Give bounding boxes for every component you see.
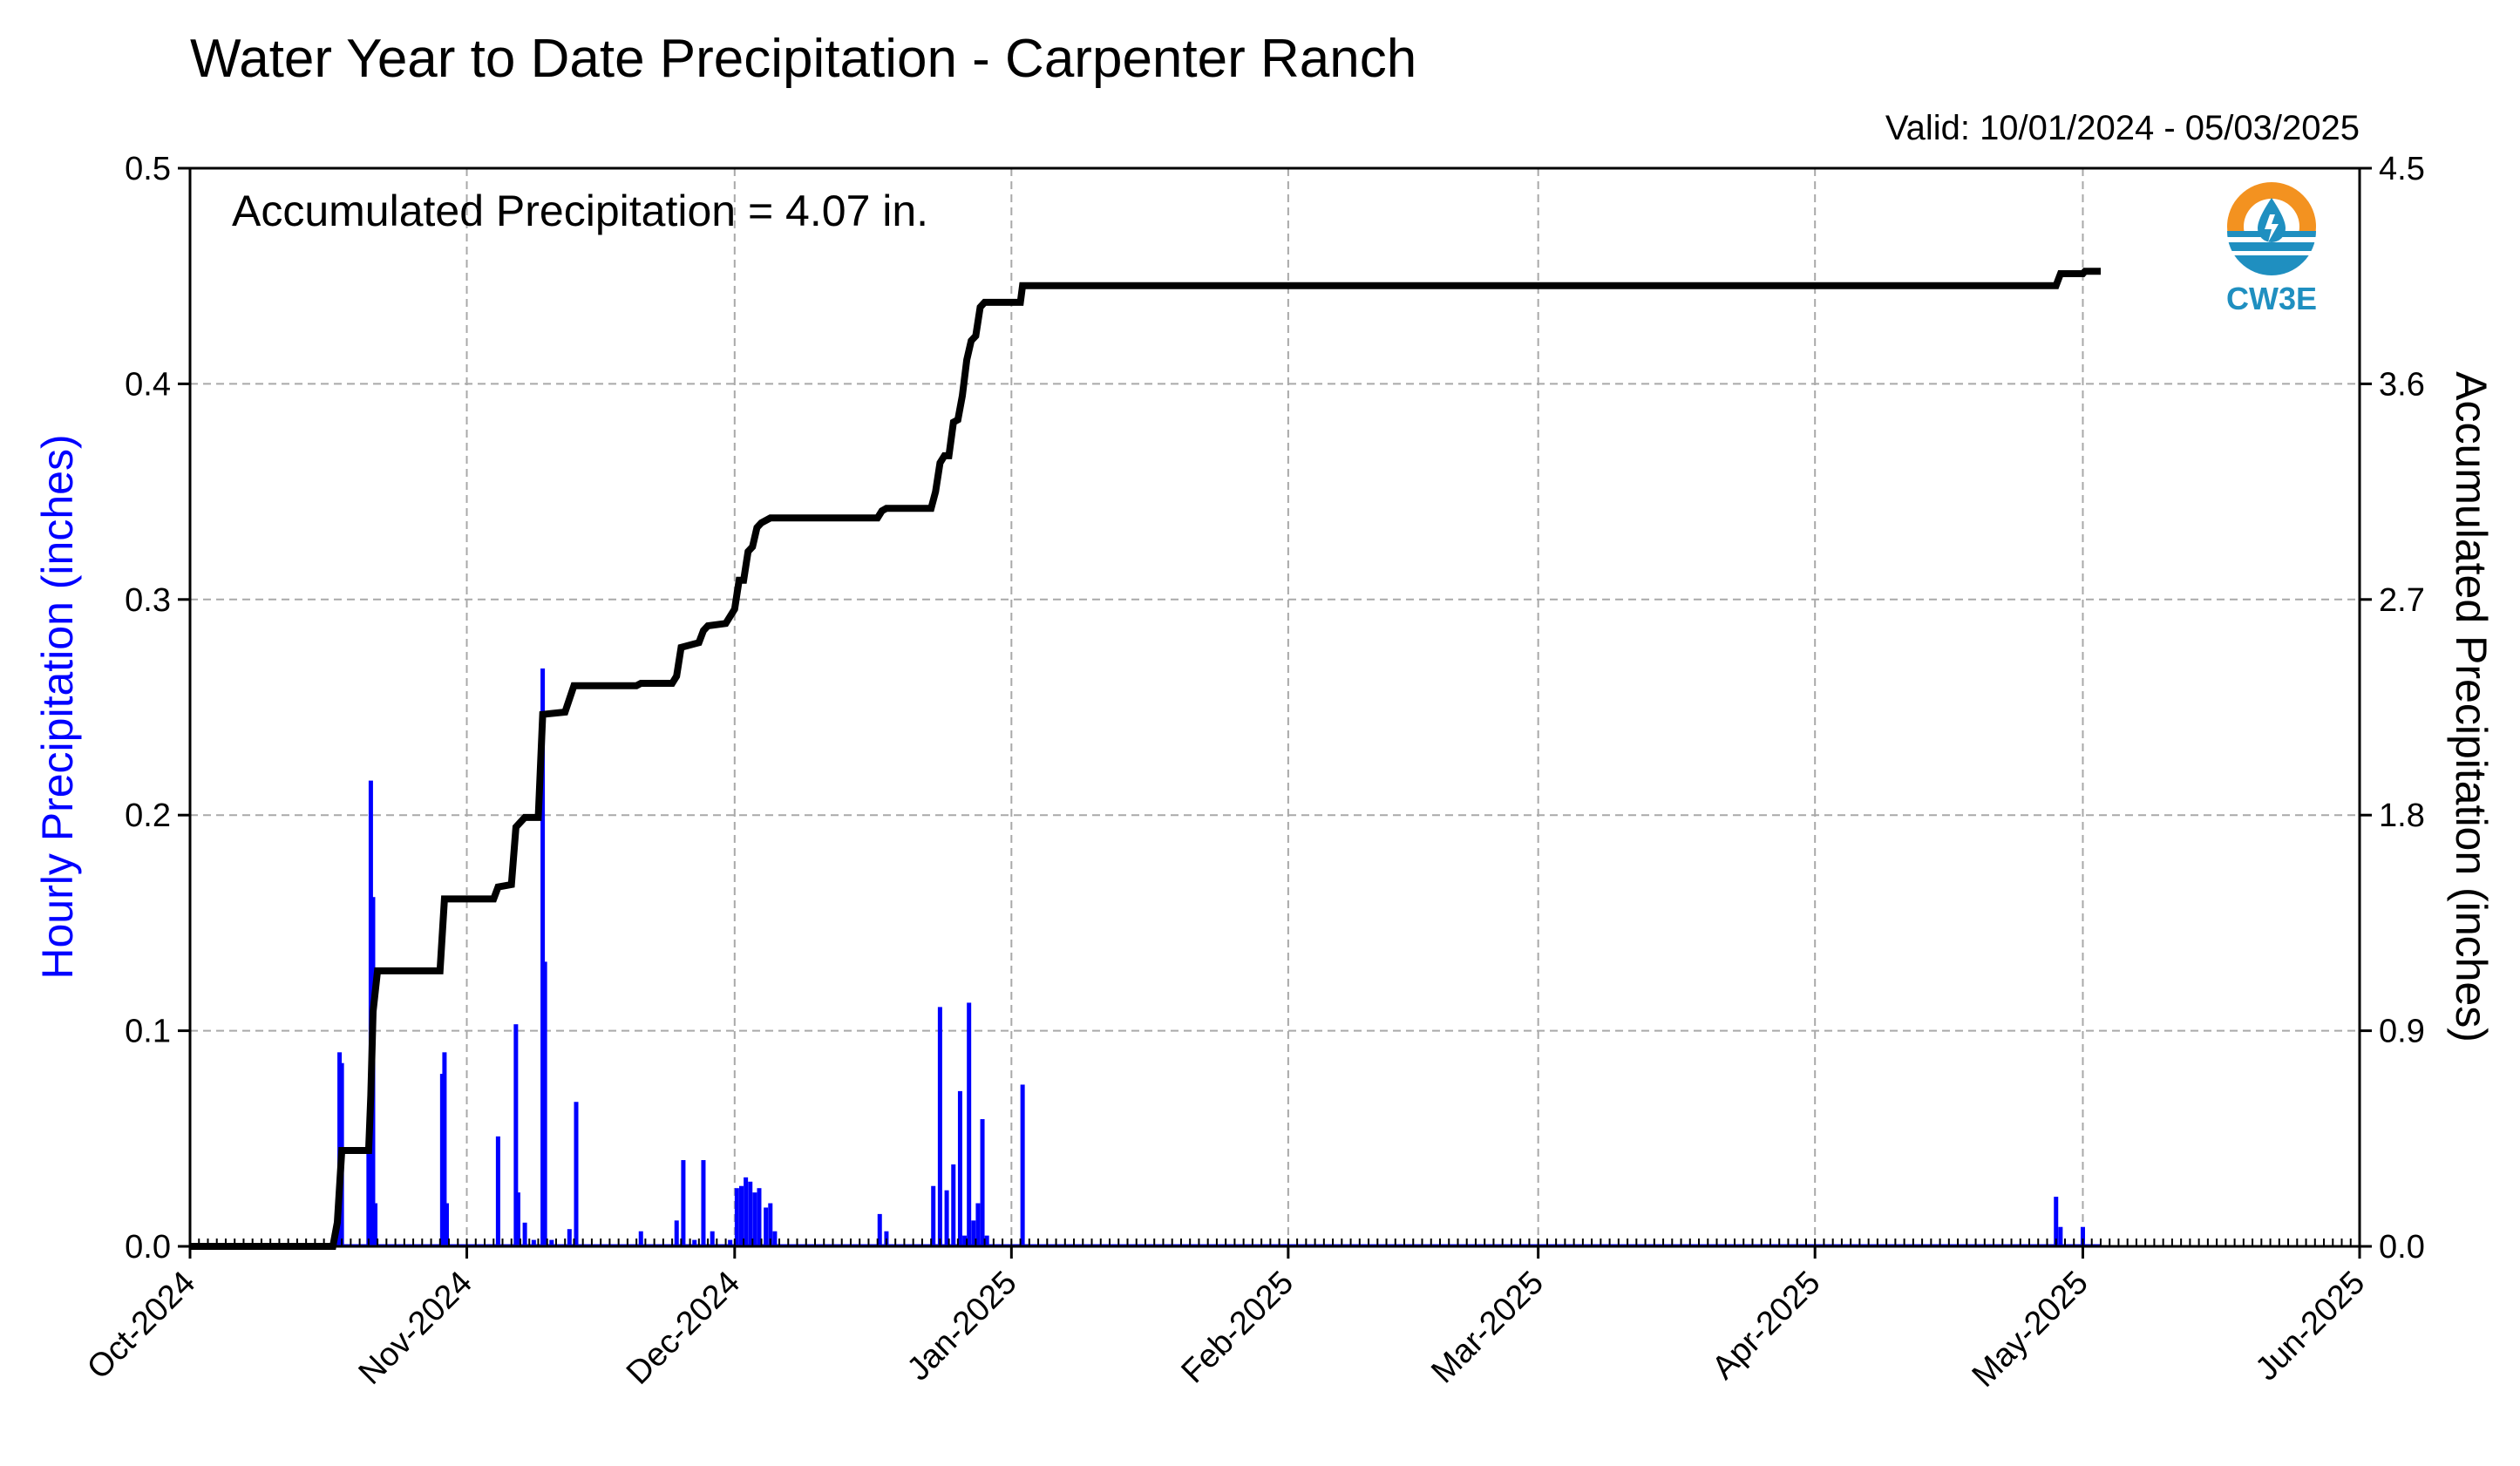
hourly-bar (971, 1220, 976, 1246)
hourly-bar (877, 1213, 882, 1246)
x-tick-label: Dec-2024 (620, 1265, 747, 1392)
accumulated-precipitation-line (190, 268, 2101, 1250)
x-tick-label: Oct-2024 (80, 1265, 202, 1387)
right-y-tick-label: 3.6 (2379, 366, 2425, 403)
hourly-bar (734, 1188, 739, 1246)
hourly-bar (692, 1239, 697, 1246)
left-y-tick-label: 0.4 (125, 366, 171, 403)
hourly-bar (542, 961, 547, 1246)
right-y-tick-label: 0.9 (2379, 1014, 2425, 1050)
hourly-bar (944, 1190, 949, 1246)
hourly-bar (738, 1185, 744, 1246)
hourly-bar (540, 668, 546, 1246)
hourly-bar (638, 1231, 643, 1246)
x-tick-label: Apr-2025 (1705, 1265, 1827, 1387)
left-y-tick-label: 0.2 (125, 797, 171, 834)
right-y-tick-label: 0.0 (2379, 1229, 2425, 1266)
hourly-bar (764, 1207, 769, 1246)
hourly-bar (513, 1024, 519, 1246)
right-y-tick-label: 4.5 (2379, 151, 2425, 187)
plot-frame (188, 166, 2361, 1248)
right-y-tick-label: 1.8 (2379, 797, 2425, 834)
hourly-bar (962, 1235, 968, 1246)
hourly-bar (522, 1222, 527, 1246)
left-y-tick-label: 0.3 (125, 582, 171, 619)
hourly-bar (757, 1188, 762, 1246)
hourly-bar (2058, 1226, 2063, 1246)
x-tick-label: Jan-2025 (900, 1265, 1024, 1388)
hourly-bar (674, 1220, 679, 1246)
hourly-bar (444, 1203, 449, 1246)
axis-ticks: 0.0 0.1 0.2 0.3 0.4 0.5 0.0 0.9 1.8 2.7 3.6 4.5 Oct-… (80, 151, 2425, 1395)
hourly-bar (752, 1192, 757, 1246)
right-axis-label: Accumulated Precipitation (inches) (2447, 371, 2496, 1042)
x-tick-label: Feb-2025 (1175, 1265, 1301, 1391)
hourly-bar (710, 1231, 715, 1246)
hourly-bar (951, 1164, 956, 1246)
hourly-precipitation-bars (190, 668, 2101, 1247)
hourly-bar (984, 1235, 989, 1246)
hourly-bar (574, 1102, 579, 1246)
cw3e-logo: CW3E (2226, 182, 2317, 316)
x-tick-label: Jun-2025 (2249, 1265, 2373, 1388)
hourly-bar (772, 1231, 778, 1246)
hourly-bar (937, 1007, 942, 1246)
x-tick-label: May-2025 (1966, 1265, 2095, 1395)
hourly-bar (957, 1090, 962, 1246)
left-y-tick-label: 0.0 (125, 1229, 171, 1266)
valid-date-range: Valid: 10/01/2024 - 05/03/2025 (1885, 109, 2360, 147)
hourly-bar (744, 1177, 749, 1246)
left-axis-label: Hourly Precipitation (inches) (33, 434, 82, 979)
hourly-bar (373, 1203, 378, 1246)
hourly-bar (975, 1203, 981, 1246)
right-y-tick-label: 2.7 (2379, 582, 2425, 619)
accumulated-total-annotation: Accumulated Precipitation = 4.07 in. (232, 187, 928, 235)
grid-lines (190, 168, 2360, 1246)
hourly-bar (1020, 1084, 1025, 1246)
hourly-bar (681, 1160, 686, 1246)
hourly-bar (768, 1203, 773, 1246)
hourly-bar (567, 1229, 572, 1246)
hourly-bar (366, 1138, 371, 1246)
hourly-bar (931, 1185, 936, 1246)
left-y-tick-label: 0.5 (125, 151, 171, 187)
hourly-bar (980, 1119, 985, 1246)
hourly-bar (701, 1160, 706, 1246)
hourly-bar (549, 1239, 554, 1246)
hourly-bar (728, 1239, 733, 1246)
chart-title: Water Year to Date Precipitation - Carpe… (190, 29, 1416, 89)
hourly-bar (531, 1239, 536, 1246)
hourly-bar (439, 1074, 445, 1246)
water-drop-logo-icon (2227, 182, 2316, 275)
hourly-bar (2054, 1197, 2059, 1246)
hourly-bar (967, 1002, 972, 1246)
hourly-bar (2080, 1226, 2085, 1246)
hourly-bar (495, 1136, 500, 1246)
logo-label: CW3E (2226, 281, 2317, 316)
hourly-bar (442, 1052, 447, 1246)
x-tick-label: Nov-2024 (352, 1265, 479, 1392)
hourly-bar (748, 1181, 753, 1246)
x-tick-label: Mar-2025 (1424, 1265, 1551, 1391)
hourly-bar (515, 1192, 520, 1246)
left-y-tick-label: 0.1 (125, 1014, 171, 1050)
